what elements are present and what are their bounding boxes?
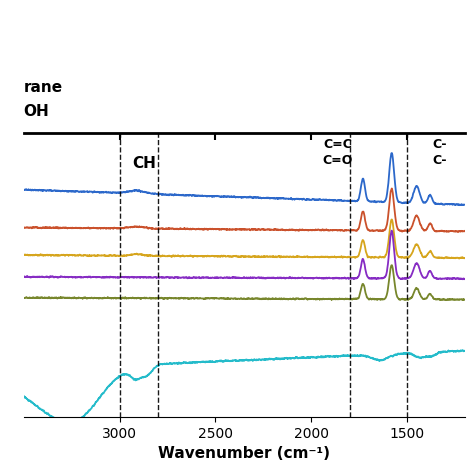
- X-axis label: Wavenumber (cm⁻¹): Wavenumber (cm⁻¹): [158, 447, 330, 461]
- Text: C-
C-: C- C-: [432, 138, 447, 167]
- Text: CH: CH: [133, 155, 156, 171]
- Text: rane: rane: [24, 80, 63, 95]
- Text: OH: OH: [24, 103, 49, 118]
- Text: C=C
C=O: C=C C=O: [323, 138, 353, 167]
